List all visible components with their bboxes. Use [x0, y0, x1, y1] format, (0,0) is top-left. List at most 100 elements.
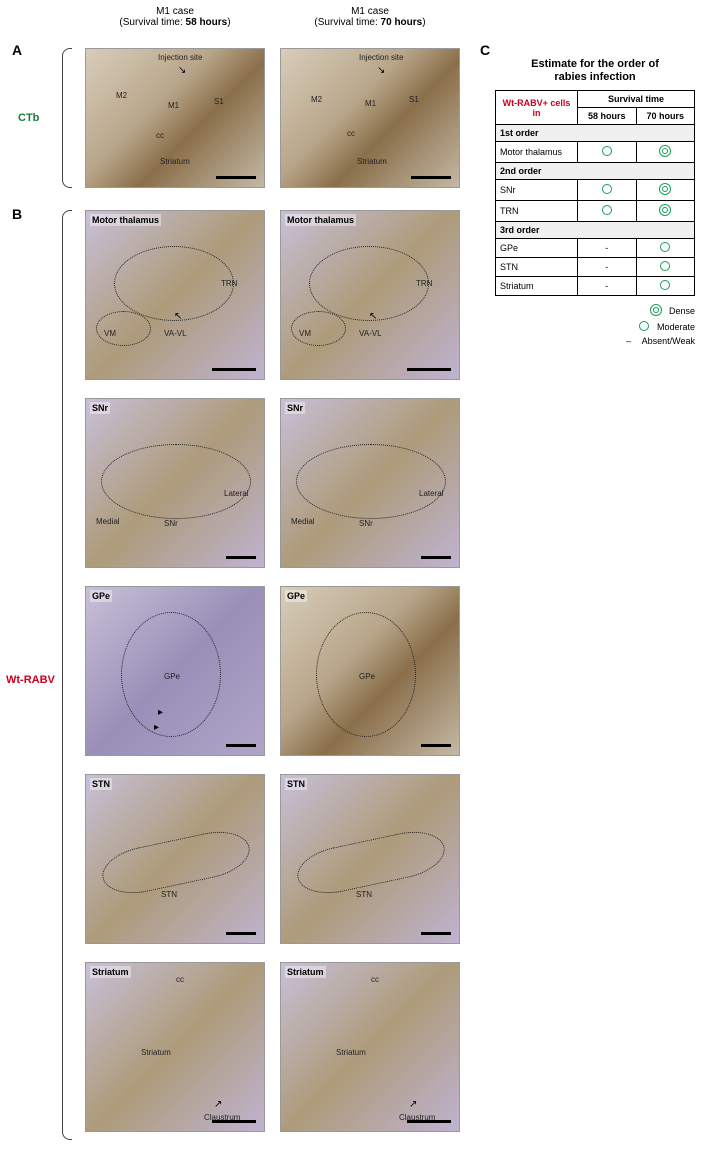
side-label-ctb: CTb — [18, 112, 39, 124]
region-name: SNr — [496, 180, 578, 201]
s1-58: S1 — [214, 97, 224, 106]
cell-58: - — [578, 258, 637, 277]
inj-arrow-58: ↘ — [178, 65, 186, 76]
table-row: SNr — [496, 180, 695, 201]
inj-arrow-70: ↘ — [377, 65, 385, 76]
arrow-vavl: ↖ — [369, 311, 377, 322]
tile-title: Striatum — [90, 966, 131, 978]
legend-dense-label: Dense — [669, 306, 695, 316]
col-header-left-hours: 58 hours — [186, 17, 228, 28]
scale-bar-a-58 — [216, 176, 256, 179]
outline — [296, 444, 446, 519]
arrow-claustrum: ↗ — [214, 1099, 222, 1110]
region-label: cc — [176, 975, 184, 984]
m1-58: M1 — [168, 101, 179, 110]
scale-bar — [421, 932, 451, 935]
tile-title: GPe — [90, 590, 112, 602]
moderate-icon — [602, 205, 612, 215]
tile-title: Motor thalamus — [90, 214, 161, 226]
panelC-table: Wt-RABV+ cells in Survival time 58 hours… — [495, 90, 695, 296]
m1-70: M1 — [365, 99, 376, 108]
cell-58: - — [578, 239, 637, 258]
scale-bar — [226, 556, 256, 559]
col-header-right-l2b: ) — [422, 17, 425, 28]
panelC-wrap: Estimate for the order of rabies infecti… — [495, 58, 695, 349]
region-label: Striatum — [336, 1048, 366, 1057]
th-58: 58 hours — [578, 108, 637, 125]
region-name: Striatum — [496, 277, 578, 296]
legend-absent: – Absent/Weak — [495, 336, 695, 346]
table-row: STN- — [496, 258, 695, 277]
col-header-left-l2a: (Survival time: — [119, 17, 185, 28]
tile-title: Motor thalamus — [285, 214, 356, 226]
table-row: GPe- — [496, 239, 695, 258]
panelB-tile-0-70h: Motor thalamus TRN VM VA-VL ↖ — [280, 210, 460, 380]
th-regions: Wt-RABV+ cells in — [496, 91, 578, 125]
col-header-right-hours: 70 hours — [381, 17, 423, 28]
scale-bar — [421, 744, 451, 747]
arrowhead: ▸ — [158, 707, 163, 718]
moderate-icon — [602, 184, 612, 194]
region-label: VM — [299, 329, 311, 338]
region-label: Medial — [291, 517, 315, 526]
band-third: 3rd order — [496, 222, 695, 239]
cell-58 — [578, 180, 637, 201]
inj-label-58: Injection site — [158, 53, 202, 62]
panel-letter-a: A — [12, 42, 22, 58]
region-label: VA-VL — [359, 329, 382, 338]
band-second: 2nd order — [496, 163, 695, 180]
th-regions-l2: in — [533, 108, 541, 118]
region-name: Motor thalamus — [496, 142, 578, 163]
absent-icon: – — [622, 336, 636, 346]
panelA-tile-70h: Injection site ↘ M2 M1 S1 cc Striatum — [280, 48, 460, 188]
cc-70: cc — [347, 129, 355, 138]
cc-58: cc — [156, 131, 164, 140]
m2-70: M2 — [311, 95, 322, 104]
region-label: Medial — [96, 517, 120, 526]
region-label: STN — [161, 890, 177, 899]
scale-bar — [212, 1120, 256, 1123]
tile-title: SNr — [90, 402, 110, 414]
region-label: Striatum — [141, 1048, 171, 1057]
scale-bar-a-70 — [411, 176, 451, 179]
outline — [293, 825, 449, 900]
dense-icon — [650, 304, 662, 316]
region-label: Lateral — [419, 489, 443, 498]
panelC-title-l2: rabies infection — [554, 71, 635, 83]
legend-moderate: Moderate — [495, 321, 695, 333]
scale-bar — [407, 368, 451, 371]
region-label: VM — [104, 329, 116, 338]
col-header-right: M1 case (Survival time: 70 hours) — [280, 6, 460, 28]
dense-icon — [659, 204, 671, 216]
region-name: STN — [496, 258, 578, 277]
band-first: 1st order — [496, 125, 695, 142]
outline — [309, 246, 429, 321]
region-name: TRN — [496, 201, 578, 222]
legend-absent-label: Absent/Weak — [642, 336, 695, 346]
scale-bar — [407, 1120, 451, 1123]
panelC-title-l1: Estimate for the order of — [531, 58, 659, 70]
scale-bar — [212, 368, 256, 371]
region-label: cc — [371, 975, 379, 984]
inj-label-70: Injection site — [359, 53, 403, 62]
moderate-icon — [602, 146, 612, 156]
tile-title: STN — [90, 778, 112, 790]
th-70: 70 hours — [636, 108, 695, 125]
panelB-tile-1-58h: SNrMedialSNrLateral — [85, 398, 265, 568]
cell-70 — [636, 258, 695, 277]
tile-title: GPe — [285, 590, 307, 602]
table-row: TRN — [496, 201, 695, 222]
region-label: SNr — [359, 519, 373, 528]
dense-icon — [659, 145, 671, 157]
tile-title: STN — [285, 778, 307, 790]
arrow-vavl: ↖ — [174, 311, 182, 322]
region-label: TRN — [416, 279, 432, 288]
region-label: TRN — [221, 279, 237, 288]
scale-bar — [226, 932, 256, 935]
cell-58: - — [578, 277, 637, 296]
panelB-tile-3-70h: STNSTN — [280, 774, 460, 944]
col-header-right-l1: M1 case — [351, 6, 389, 17]
striatum-58: Striatum — [160, 157, 190, 166]
scale-bar — [226, 744, 256, 747]
panelB-tile-4-58h: StriatumccStriatumClaustrum↗ — [85, 962, 265, 1132]
